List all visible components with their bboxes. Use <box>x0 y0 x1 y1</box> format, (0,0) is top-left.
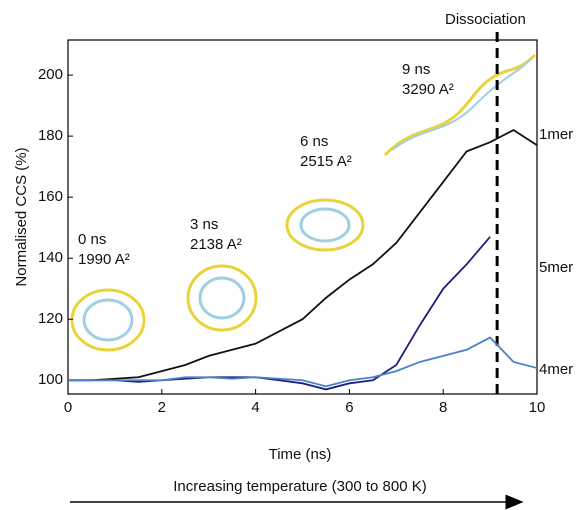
x-tick-label: 10 <box>529 399 546 416</box>
y-tick-label: 100 <box>38 371 63 388</box>
annotation: 3290 A² <box>402 81 454 98</box>
structure-images <box>72 55 535 350</box>
annotation: 0 ns <box>78 231 106 248</box>
y-tick-label: 160 <box>38 188 63 205</box>
annotation: 3 ns <box>190 216 218 233</box>
y-tick-label: 200 <box>38 66 63 83</box>
legend-label: 4mer <box>539 361 573 378</box>
x-tick-label: 2 <box>158 399 166 416</box>
dissociation-label: Dissociation <box>445 11 526 28</box>
y-tick-label: 180 <box>38 127 63 144</box>
legend-label: 1mer <box>539 126 573 143</box>
y-tick-label: 140 <box>38 249 63 266</box>
x-axis-label: Time (ns) <box>269 446 332 463</box>
annotation: 6 ns <box>300 133 328 150</box>
x-tick-label: 0 <box>64 399 72 416</box>
legend-label: 5mer <box>539 259 573 276</box>
annotation: 2515 A² <box>300 153 352 170</box>
annotation: 9 ns <box>402 61 430 78</box>
annotation: 1990 A² <box>78 251 130 268</box>
chart: Time (ns) Normalised CCS (%) Increasing … <box>0 0 587 510</box>
y-tick-label: 120 <box>38 310 63 327</box>
bottom-label: Increasing temperature (300 to 800 K) <box>173 478 426 495</box>
x-tick-label: 4 <box>251 399 259 416</box>
x-tick-label: 8 <box>439 399 447 416</box>
annotation: 2138 A² <box>190 236 242 253</box>
series-line <box>68 338 537 387</box>
y-axis-label: Normalised CCS (%) <box>13 147 30 286</box>
x-tick-label: 6 <box>345 399 353 416</box>
